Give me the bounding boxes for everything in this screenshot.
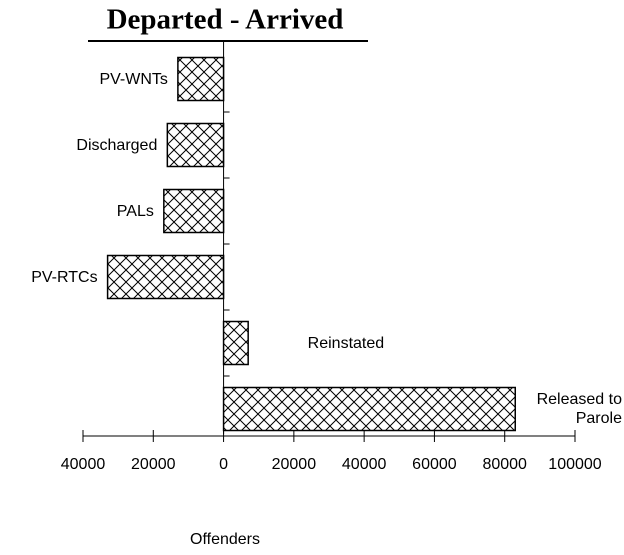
bar (222, 386, 517, 432)
category-label: PALs (116, 202, 154, 220)
x-tick-label: 0 (219, 456, 228, 473)
category-label: Released to Parole (536, 391, 622, 427)
x-tick-label: 20000 (131, 456, 176, 473)
chart-title: Departed - Arrived (107, 4, 344, 36)
bar (106, 254, 225, 300)
x-tick-label: 20000 (272, 456, 317, 473)
category-label: Discharged (76, 136, 158, 154)
x-tick-label: 40000 (61, 456, 106, 473)
bar (177, 56, 225, 102)
bar (163, 188, 225, 234)
x-tick-label: 100000 (548, 456, 601, 473)
bar (166, 122, 225, 168)
bar (222, 320, 249, 366)
x-tick-label: 40000 (342, 456, 387, 473)
category-label: Reinstated (307, 334, 385, 352)
x-axis-label: Offenders (190, 531, 260, 548)
category-label: PV-RTCs (31, 268, 98, 286)
category-label: PV-WNTs (99, 70, 168, 88)
x-tick-label: 80000 (482, 456, 527, 473)
x-tick-label: 60000 (412, 456, 457, 473)
